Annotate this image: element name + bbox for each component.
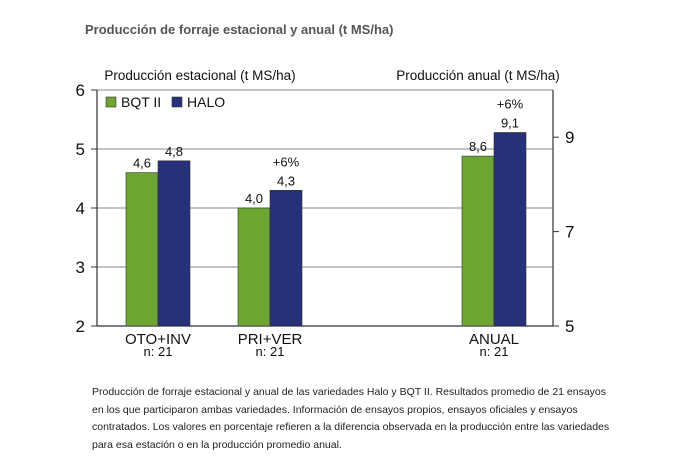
percent-annotation: +6% <box>497 96 524 111</box>
y-tick-label: 6 <box>76 81 85 100</box>
legend-label: HALO <box>187 94 225 110</box>
bar-halo <box>157 160 191 327</box>
sample-size-label: n: 21 <box>480 344 509 359</box>
y2-tick-label: 9 <box>565 128 574 147</box>
page-title: Producción de forraje estacional y anual… <box>85 22 394 37</box>
legend-swatch <box>171 96 183 108</box>
data-label: 9,1 <box>501 115 519 130</box>
y-tick-label: 3 <box>76 258 85 277</box>
percent-annotation: +6% <box>273 154 300 169</box>
data-label: 4,6 <box>133 156 151 171</box>
data-label: 4,8 <box>165 144 183 159</box>
y-tick-label: 5 <box>76 140 85 159</box>
x-tick-label: ANUAL <box>469 331 519 348</box>
x-tick-label: OTO+INV <box>125 331 191 348</box>
x-tick-label: PRI+VER <box>238 331 303 348</box>
bar-halo <box>493 132 527 327</box>
y2-tick-label: 7 <box>565 223 574 242</box>
right-axis-label: Producción anual (t MS/ha) <box>396 68 560 83</box>
left-axis-label: Producción estacional (t MS/ha) <box>104 68 295 83</box>
y-tick-label: 2 <box>76 317 85 336</box>
sample-size-label: n: 21 <box>256 344 285 359</box>
bar-bqt-ii <box>461 155 495 327</box>
data-label: 4,3 <box>277 173 295 188</box>
bar-bqt-ii <box>125 172 159 327</box>
y-tick-label: 4 <box>76 199 85 218</box>
figure-caption: Producción de forraje estacional y anual… <box>92 386 610 451</box>
legend-label: BQT II <box>121 94 161 110</box>
data-label: 8,6 <box>469 139 487 154</box>
y2-tick-label: 5 <box>565 317 574 336</box>
bar-bqt-ii <box>237 207 271 327</box>
data-label: 4,0 <box>245 191 263 206</box>
sample-size-label: n: 21 <box>144 344 173 359</box>
legend-swatch <box>105 96 117 108</box>
bar-halo <box>269 190 303 327</box>
